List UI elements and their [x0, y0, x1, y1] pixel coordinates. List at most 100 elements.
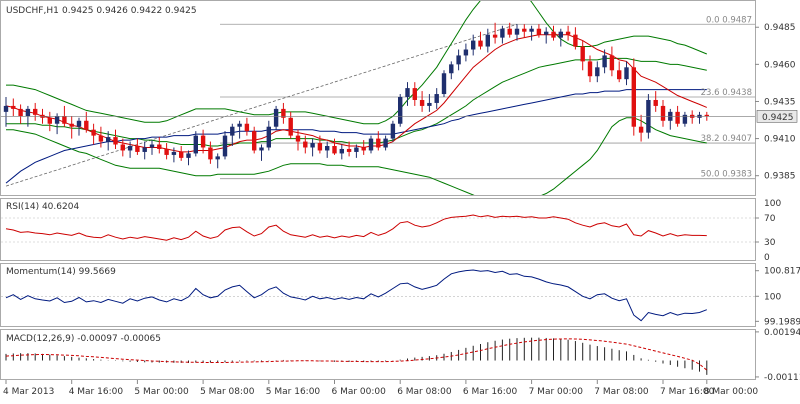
current-price-box	[756, 110, 798, 123]
candle-body	[609, 55, 615, 71]
candle-body	[544, 31, 549, 35]
price-tick-label: 0.9460	[764, 60, 796, 70]
candle-body	[259, 147, 264, 151]
time-tick-label: 5 Mar 08:00	[200, 387, 255, 397]
candle-body	[54, 116, 60, 124]
candle-body	[602, 55, 607, 68]
candle-body	[441, 73, 447, 95]
price-tick-label: 0.9410	[764, 135, 796, 145]
rsi-top-label: 100	[764, 199, 781, 209]
candle-body	[514, 28, 520, 35]
time-tick-label: 6 Mar 00:00	[332, 387, 387, 397]
momentum-panel-frame	[0, 263, 756, 327]
time-tick-label: 8 Mar 00:00	[704, 387, 759, 397]
candle-body	[91, 129, 96, 136]
price-tick-label: 0.9435	[764, 97, 796, 107]
time-tick-label: 7 Mar 00:00	[529, 387, 584, 397]
momentum-tick-label: 100	[764, 292, 781, 302]
time-tick-label: 5 Mar 16:00	[266, 387, 321, 397]
candle-body	[215, 156, 220, 160]
candle-body	[171, 151, 177, 155]
candle-body	[127, 146, 133, 151]
candle-body	[551, 31, 556, 38]
candle-body	[419, 99, 425, 106]
candle-body	[354, 147, 359, 152]
candle-body	[252, 131, 257, 151]
fib-level-label: 38.2 0.9407	[701, 134, 752, 144]
candle-body	[398, 97, 403, 124]
candle-body	[660, 105, 666, 121]
candle-body	[617, 70, 622, 80]
candle-body	[405, 88, 410, 98]
candle-body	[120, 144, 125, 151]
candle-body	[361, 147, 366, 151]
candle-body	[500, 28, 505, 38]
candle-body	[317, 143, 323, 151]
candle-body	[704, 114, 709, 117]
candle-body	[230, 126, 235, 136]
candle-body	[295, 135, 301, 142]
candle-body	[456, 55, 461, 65]
time-tick-label: 6 Mar 08:00	[397, 387, 452, 397]
candle-body	[492, 34, 498, 38]
momentum-panel: 100.8177 100 99.1989	[1, 267, 800, 327]
macd-label: MACD(12,26,9) -0.00097 -0.00065	[6, 334, 161, 344]
time-tick-label: 5 Mar 00:00	[134, 387, 189, 397]
time-tick-label: 7 Mar 08:00	[594, 387, 649, 397]
candle-body	[624, 67, 629, 80]
candle-body	[84, 120, 89, 130]
candle-body	[113, 137, 118, 145]
candle-body	[142, 147, 147, 152]
candle-body	[682, 114, 688, 124]
macd-panel: 0.00194 -0.00111	[5, 328, 800, 383]
candle-body	[186, 153, 191, 158]
rsi-label: RSI(14) 40.6204	[6, 202, 79, 212]
time-tick-label: 6 Mar 16:00	[463, 387, 518, 397]
candle-body	[325, 146, 330, 151]
current-price-label: 0.9425	[762, 113, 794, 123]
candle-body	[595, 67, 600, 77]
fib-level-label: 0.0 0.9487	[706, 15, 752, 25]
candle-body	[638, 126, 644, 133]
candle-body	[565, 31, 571, 35]
rsi-panel-frame	[0, 198, 756, 261]
momentum-label: Momentum(14) 99.5669	[6, 267, 116, 277]
rsi-tick-label: 30	[764, 238, 776, 248]
candle-body	[485, 34, 490, 47]
candle-body	[33, 108, 38, 115]
trend-line	[5, 23, 518, 187]
macd-panel-frame	[0, 329, 756, 380]
candle-body	[237, 123, 242, 127]
candle-body	[266, 126, 271, 148]
fib-level-label: 50.0 0.9383	[701, 170, 752, 180]
time-tick-label: 4 Mar 16:00	[69, 387, 124, 397]
candle-body	[332, 146, 337, 154]
bollinger-lower-line	[6, 117, 707, 195]
time-tick-label: 4 Mar 2013	[3, 387, 54, 397]
candle-body	[273, 108, 279, 127]
candle-body	[222, 135, 228, 157]
candle-body	[573, 34, 578, 47]
candle-body	[149, 144, 155, 148]
candle-body	[69, 123, 74, 127]
candle-body	[507, 28, 512, 35]
candle-body	[135, 146, 140, 152]
candle-body	[653, 99, 658, 106]
candle-body	[471, 40, 476, 50]
rsi-panel: 100 70 30 0	[1, 199, 781, 263]
candle-body	[281, 108, 286, 118]
momentum-tick-label: 99.1989	[764, 317, 800, 327]
candle-body	[631, 67, 636, 127]
candle-body	[310, 143, 315, 148]
candle-body	[580, 46, 585, 62]
candle-body	[18, 108, 23, 117]
candle-body	[200, 135, 206, 148]
candle-body	[76, 120, 82, 127]
candle-body	[208, 147, 213, 160]
candle-body	[288, 117, 293, 136]
macd-tick-label: 0.00194	[764, 328, 800, 338]
rsi-tick-label: 70	[764, 214, 776, 224]
time-tick-label: 7 Mar 16:00	[660, 387, 715, 397]
